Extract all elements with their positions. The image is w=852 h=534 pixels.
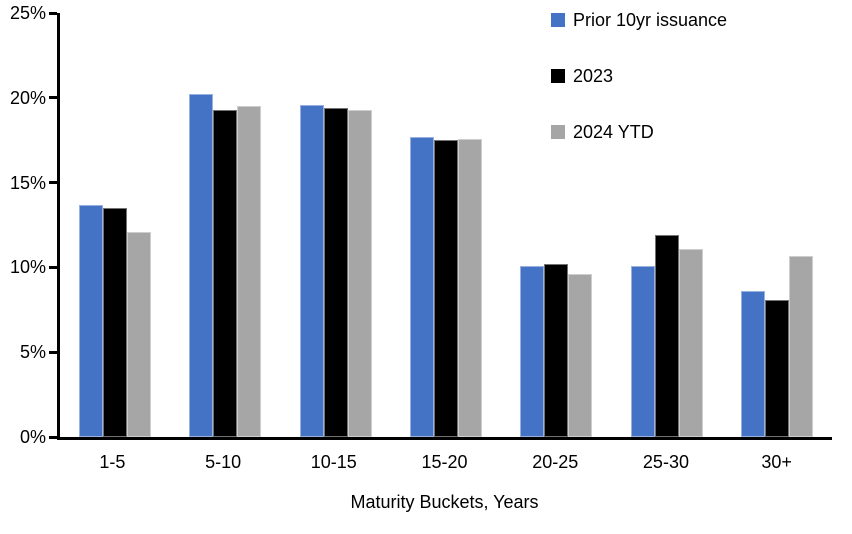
bar-prior-10yr-issuance-25-30 (630, 265, 655, 437)
bar-prior-10yr-issuance-30+ (740, 291, 765, 437)
y-axis-tick-label: 10% (9, 257, 46, 278)
bar-prior-10yr-issuance-5-10 (189, 94, 214, 437)
bar-group-20-25 (501, 13, 611, 437)
legend-item-prior-10yr-issuance: Prior 10yr issuance (551, 11, 727, 29)
y-axis-tick (49, 265, 57, 269)
plot-area (57, 13, 832, 440)
bar-prior-10yr-issuance-15-20 (409, 136, 434, 437)
legend-label: Prior 10yr issuance (573, 10, 728, 30)
y-axis-tick-label: 5% (19, 342, 46, 363)
y-axis-tick (49, 181, 57, 185)
bar-prior-10yr-issuance-1-5 (79, 204, 104, 437)
bar-2023-30+ (764, 299, 789, 437)
bar-2024-ytd-1-5 (127, 231, 152, 437)
bar-2024-ytd-10-15 (347, 109, 372, 437)
legend-item-2023: 2023 (551, 67, 727, 85)
bar-group-10-15 (281, 13, 391, 437)
x-axis-label-5-10: 5-10 (205, 452, 242, 472)
bar-2023-1-5 (103, 208, 128, 437)
legend: Prior 10yr issuance 2023 2024 YTD (551, 11, 727, 141)
bar-2024-ytd-25-30 (678, 248, 703, 437)
x-axis-label-25-30: 25-30 (642, 452, 689, 472)
bar-2023-25-30 (654, 235, 679, 437)
legend-item-2024-ytd: 2024 YTD (551, 123, 727, 141)
bar-group-30+ (722, 13, 832, 437)
legend-swatch-icon (551, 13, 565, 27)
legend-label: 2023 (573, 66, 614, 86)
legend-swatch-icon (551, 125, 565, 139)
bar-group-15-20 (391, 13, 501, 437)
x-axis-labels: 1-5 5-10 10-15 15-20 20-25 25-30 30+ (57, 452, 832, 473)
bar-group-25-30 (611, 13, 721, 437)
y-axis-tick (49, 350, 57, 354)
x-axis-label-30+: 30+ (761, 452, 792, 472)
bar-groups (60, 13, 832, 437)
bar-2024-ytd-5-10 (237, 106, 262, 437)
bar-group-1-5 (60, 13, 170, 437)
x-axis-title: Maturity Buckets, Years (350, 492, 539, 512)
bar-2023-20-25 (544, 264, 569, 437)
bar-prior-10yr-issuance-20-25 (520, 265, 545, 437)
y-axis-tick-label: 25% (9, 3, 46, 23)
bar-2024-ytd-15-20 (457, 138, 482, 437)
legend-swatch-icon (551, 69, 565, 83)
x-axis-label-20-25: 20-25 (532, 452, 579, 472)
bar-2023-15-20 (433, 140, 458, 437)
bar-2024-ytd-20-25 (568, 274, 593, 437)
x-axis-label-15-20: 15-20 (421, 452, 468, 472)
legend-label: 2024 YTD (573, 122, 654, 142)
bar-prior-10yr-issuance-10-15 (299, 104, 324, 437)
x-axis-label-10-15: 10-15 (310, 452, 357, 472)
y-axis-tick-label: 15% (9, 172, 46, 193)
bar-2024-ytd-30+ (788, 255, 813, 437)
bar-2023-10-15 (323, 107, 348, 437)
bar-2023-5-10 (213, 109, 238, 437)
y-axis-tick (49, 11, 57, 15)
y-axis-tick (49, 435, 57, 439)
bar-group-5-10 (170, 13, 280, 437)
y-axis-tick (49, 96, 57, 100)
y-axis-tick-label: 20% (9, 87, 46, 108)
x-axis-label-1-5: 1-5 (99, 452, 126, 472)
y-axis-tick-label: 0% (19, 427, 46, 447)
